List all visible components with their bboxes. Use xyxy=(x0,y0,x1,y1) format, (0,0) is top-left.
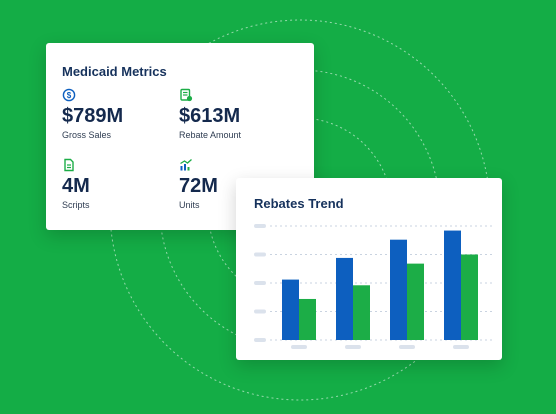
x-tick-placeholder xyxy=(291,345,307,349)
trend-units-icon xyxy=(180,159,192,171)
bar-series-1 xyxy=(390,239,407,340)
x-tick-placeholder xyxy=(453,345,469,349)
x-tick-placeholder xyxy=(345,345,361,349)
y-tick-placeholder xyxy=(254,252,266,257)
metric-units: 72M Units xyxy=(179,158,289,210)
dollar-circle-icon: $ xyxy=(62,88,76,102)
x-tick-placeholder xyxy=(399,345,415,349)
y-tick-placeholder xyxy=(254,338,266,342)
metric-label: Scripts xyxy=(62,200,90,210)
svg-text:$: $ xyxy=(67,91,72,100)
bar-series-1 xyxy=(444,230,461,340)
metric-value: $613M xyxy=(179,105,241,127)
metric-gross-sales: $ $789M Gross Sales xyxy=(62,88,172,140)
metric-scripts: 4M Scripts xyxy=(62,158,172,210)
bar-series-1 xyxy=(336,257,353,340)
trend-card-title: Rebates Trend xyxy=(254,196,344,211)
bar-series-2 xyxy=(407,263,424,340)
metric-rebate-amount: $613M Rebate Amount xyxy=(179,88,289,140)
rebates-trend-chart xyxy=(254,224,492,349)
metric-label: Gross Sales xyxy=(62,130,112,140)
script-document-icon xyxy=(64,158,74,172)
bar-series-2 xyxy=(461,254,478,340)
bar-series-1 xyxy=(282,279,299,340)
metric-value: 72M xyxy=(179,175,218,197)
metric-value: $789M xyxy=(62,105,124,127)
y-tick-placeholder xyxy=(254,309,266,314)
rebate-document-icon xyxy=(180,88,193,102)
metric-value: 4M xyxy=(62,175,90,197)
metric-label: Units xyxy=(179,200,200,210)
rebates-trend-card: Rebates Trend xyxy=(236,178,502,360)
y-tick-placeholder xyxy=(254,281,266,285)
metrics-card-title: Medicaid Metrics xyxy=(62,64,167,79)
bar-series-2 xyxy=(299,298,316,340)
y-tick-placeholder xyxy=(254,224,266,228)
bar-series-2 xyxy=(353,285,370,340)
metric-label: Rebate Amount xyxy=(179,130,242,140)
